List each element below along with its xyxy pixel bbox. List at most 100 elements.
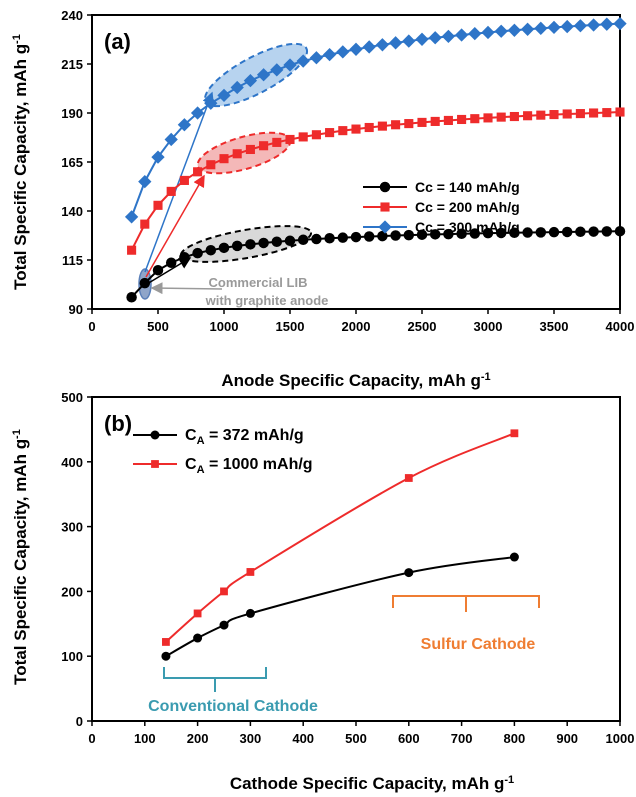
data-point	[193, 633, 203, 643]
data-point	[298, 132, 308, 142]
x-tick-label: 2000	[342, 319, 371, 334]
data-point	[161, 651, 171, 661]
data-point	[177, 118, 192, 132]
data-point	[219, 620, 229, 630]
data-point	[127, 245, 137, 255]
data-point	[362, 40, 376, 54]
data-point	[151, 150, 165, 164]
panel-a-legend: Cc = 140 mAh/g Cc = 200 mAh/g Cc = 300 mAh…	[363, 179, 520, 235]
data-point	[164, 132, 178, 147]
data-point	[443, 115, 453, 125]
conventional-bracket	[163, 667, 267, 692]
y-tick-label: 400	[61, 455, 83, 470]
data-point	[391, 120, 401, 130]
data-point	[483, 113, 493, 123]
data-point	[350, 231, 362, 243]
legend-marker	[380, 202, 390, 212]
data-point	[325, 128, 335, 138]
data-point	[481, 25, 495, 40]
data-point	[390, 230, 401, 241]
data-point	[153, 200, 163, 210]
data-point	[547, 20, 561, 34]
data-point	[535, 227, 547, 238]
x-tick-label: 0	[88, 731, 95, 746]
data-point	[429, 229, 441, 240]
data-point	[454, 28, 469, 42]
panel-b: 0 100 200 300 400 500 600 700 800 900 1000 0 100 200 3…	[11, 390, 634, 793]
data-point	[179, 175, 189, 185]
y-tick-label: 100	[61, 649, 83, 664]
data-point	[322, 47, 337, 62]
x-tick-label: 100	[134, 731, 156, 746]
data-point	[509, 111, 519, 122]
arrow-lib-label	[150, 282, 223, 295]
panel-a-y-axis-title: Total Specific Capacity, mAh g-1	[11, 34, 30, 290]
data-point	[231, 240, 243, 252]
legend-label: Cc = 200 mAh/g	[415, 199, 520, 215]
x-tick-label: 3000	[474, 319, 503, 334]
legend-label: CA = 1000 mAh/g	[185, 456, 313, 476]
legend-marker	[151, 460, 159, 468]
data-point	[338, 126, 348, 136]
data-point	[166, 186, 176, 196]
data-point	[204, 96, 218, 110]
x-tick-label: 3500	[540, 319, 569, 334]
data-point	[589, 108, 599, 118]
data-point	[520, 22, 535, 36]
data-point	[258, 237, 269, 249]
data-point	[404, 474, 413, 482]
red-highlight-ellipse	[196, 131, 292, 175]
data-point	[615, 107, 625, 117]
x-tick-label: 1500	[276, 319, 305, 334]
data-point	[245, 144, 255, 155]
data-point	[404, 568, 414, 578]
legend-label: CA = 372 mAh/g	[185, 427, 304, 447]
data-point	[600, 17, 614, 31]
data-point	[311, 130, 321, 140]
data-point	[206, 160, 216, 170]
panel-a: 0 500 1000 1500 2000 2500 3000 3500 4000 90 115 140…	[11, 8, 634, 390]
data-point	[534, 21, 548, 35]
data-point	[404, 119, 414, 129]
data-point	[270, 63, 284, 77]
data-point	[220, 587, 228, 596]
data-point	[495, 227, 507, 239]
data-point	[245, 239, 256, 250]
panel-b-x-axis-title: Cathode Specific Capacity, mAh g-1	[230, 774, 514, 793]
data-point	[509, 552, 519, 562]
data-point	[601, 226, 613, 237]
data-point	[522, 227, 533, 238]
data-point	[193, 167, 203, 177]
data-point	[219, 154, 229, 164]
legend-label: Cc = 140 mAh/g	[415, 179, 520, 195]
data-point	[470, 114, 480, 124]
data-point	[245, 608, 255, 618]
x-tick-label: 4000	[606, 319, 635, 334]
data-point	[162, 638, 170, 646]
data-point	[575, 109, 585, 119]
lib-annotation-line1: Commercial LIB	[209, 275, 308, 290]
lib-annotation-line2: with graphite anode	[205, 293, 329, 308]
data-point	[349, 42, 363, 56]
data-point	[140, 219, 150, 229]
sulfur-cathode-label: Sulfur Cathode	[421, 636, 536, 653]
data-point	[256, 68, 271, 82]
series-line	[130, 111, 621, 251]
x-tick-label: 600	[398, 731, 420, 746]
y-tick-label: 300	[61, 520, 83, 535]
data-point	[259, 141, 269, 151]
data-point	[124, 210, 139, 224]
legend-label: Cc = 300 mAh/g	[415, 219, 520, 235]
legend-marker	[379, 181, 391, 193]
data-point	[523, 111, 533, 121]
plot-area-b	[91, 396, 621, 722]
data-point	[602, 108, 612, 118]
y-tick-label: 140	[61, 204, 83, 219]
panel-b-ticks: 0 100 200 300 400 500 600 700 800 900 1000 0 100 200 3…	[61, 390, 634, 746]
y-tick-label: 200	[61, 584, 83, 599]
x-tick-label: 500	[345, 731, 367, 746]
data-point	[311, 233, 322, 245]
data-point	[586, 18, 601, 32]
data-point	[138, 174, 152, 189]
data-point	[575, 226, 586, 238]
